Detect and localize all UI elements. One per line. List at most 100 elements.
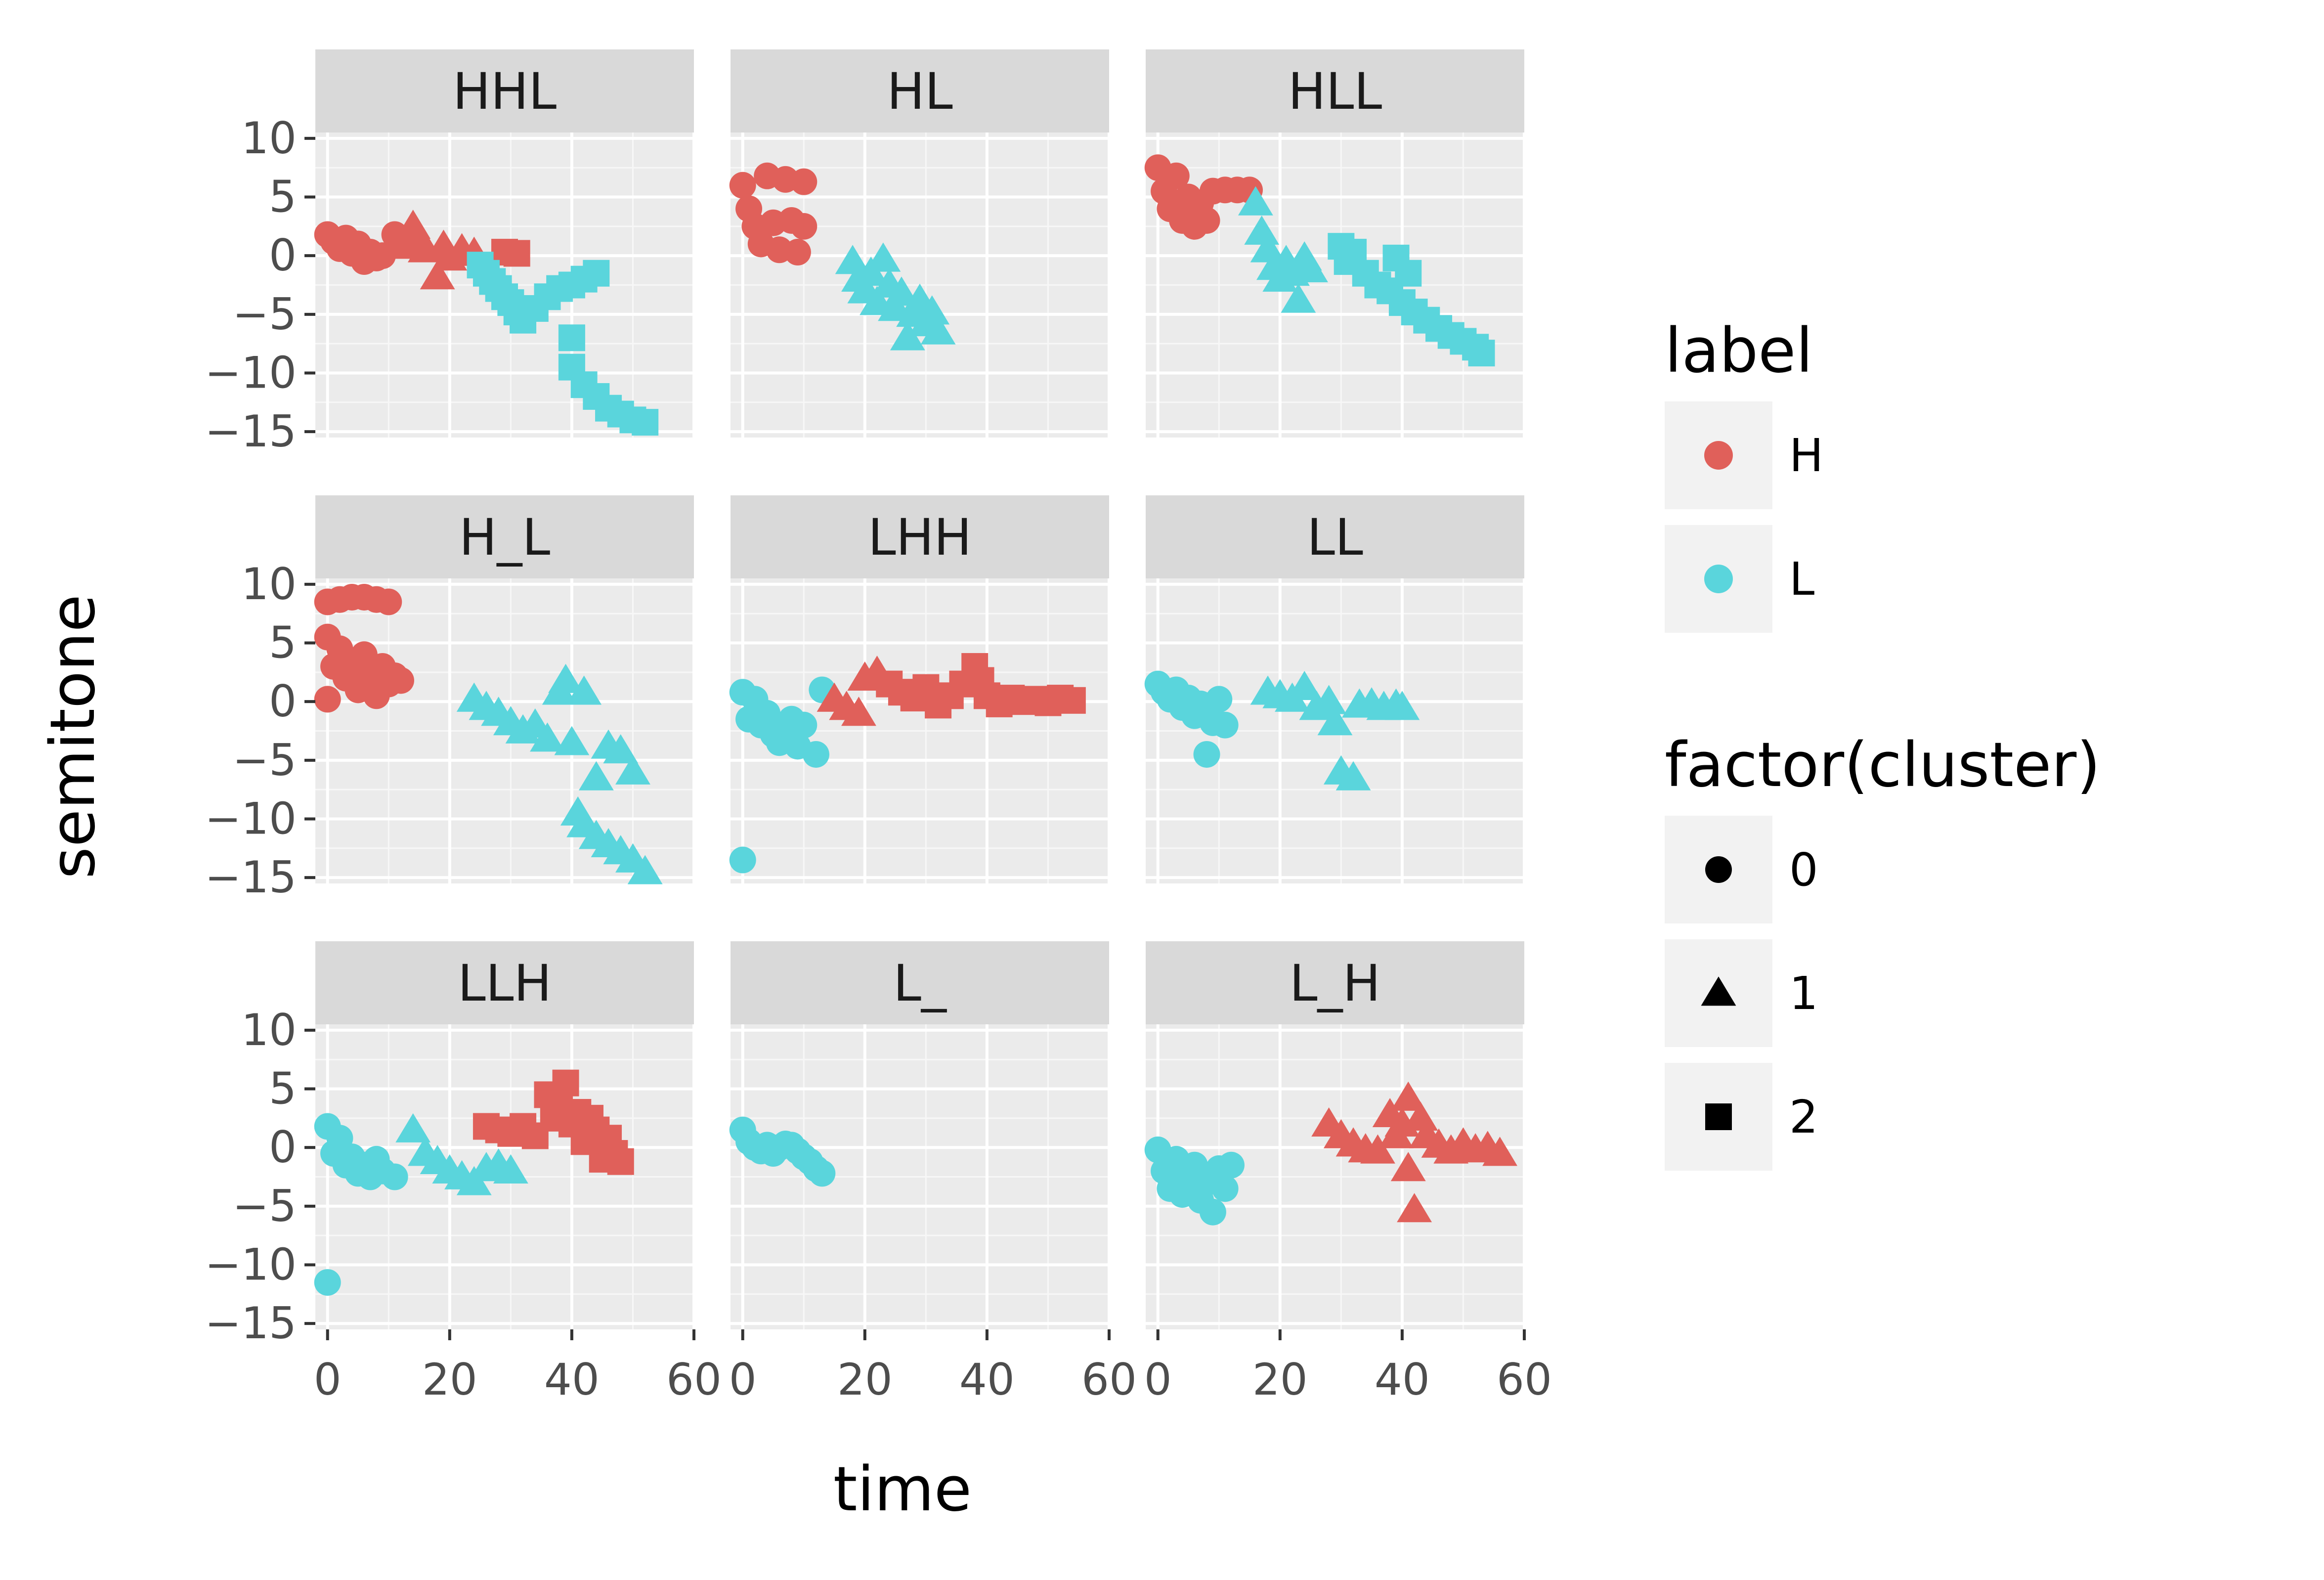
- y-tick-label: 5: [269, 1063, 297, 1114]
- data-point: [1162, 162, 1190, 189]
- data-point: [503, 240, 530, 267]
- data-point: [1360, 1134, 1395, 1164]
- facet-panel-llh: LLH: [314, 941, 695, 1329]
- data-point: [1217, 1151, 1245, 1179]
- facet-panel-hhl: HHL: [314, 49, 695, 438]
- data-point: [1193, 741, 1220, 768]
- x-tick-label: 60: [1081, 1354, 1137, 1405]
- data-point: [395, 1113, 431, 1142]
- data-point: [552, 1069, 579, 1097]
- legend-marker: [1704, 441, 1733, 470]
- facet-strip-label: HHL: [453, 62, 557, 121]
- legend-marker: [1705, 1103, 1732, 1130]
- legend-title: label: [1665, 315, 1813, 387]
- axes: 10 5 0 −5 −10 −15 10 5 0 −5 −10 −15 10 5 0 −5 −10 −15 0 20 4…: [205, 113, 1552, 1405]
- data-point: [1287, 670, 1322, 701]
- data-point: [729, 172, 756, 199]
- facet-strip-label: L_: [893, 954, 947, 1013]
- data-point: [375, 588, 402, 615]
- y-tick-label: −5: [232, 289, 297, 340]
- data-point: [729, 846, 756, 874]
- facet-panel-lhh: LHH: [729, 495, 1111, 883]
- data-point: [1403, 1101, 1438, 1131]
- y-tick-label: 0: [269, 676, 297, 727]
- y-tick-label: 0: [269, 1122, 297, 1173]
- data-point: [554, 726, 590, 755]
- facet-strip-label: HL: [887, 62, 953, 121]
- x-tick-label: 0: [729, 1354, 757, 1405]
- data-point: [790, 711, 818, 739]
- facet-strip: [315, 49, 694, 132]
- y-tick-label: −15: [205, 1298, 297, 1349]
- legend-label: 0: [1789, 843, 1818, 896]
- legend-label: 1: [1789, 967, 1818, 1020]
- y-tick-label: 5: [269, 617, 297, 668]
- facet-strip-label: H_L: [459, 508, 551, 567]
- facet-strip: [315, 495, 694, 578]
- x-tick-label: 20: [422, 1354, 477, 1405]
- data-point: [1335, 761, 1371, 790]
- data-point: [790, 213, 818, 240]
- facet-strip: [1146, 941, 1524, 1024]
- data-point: [615, 755, 650, 785]
- data-point: [784, 239, 811, 266]
- data-point: [387, 667, 414, 694]
- legend-label: L: [1789, 553, 1814, 606]
- x-tick-label: 0: [314, 1354, 342, 1405]
- data-point: [1199, 1198, 1226, 1226]
- y-tick-label: 10: [241, 1005, 297, 1055]
- y-tick-label: 0: [269, 230, 297, 281]
- data-point: [381, 1163, 408, 1190]
- facet-strip-label: LL: [1307, 508, 1363, 567]
- data-point: [578, 761, 614, 790]
- x-tick-label: 60: [1497, 1354, 1552, 1405]
- data-point: [603, 734, 639, 764]
- facet-strip: [731, 495, 1109, 578]
- data-point: [1311, 685, 1347, 714]
- facet-panel-hll: HLL: [1144, 49, 1526, 438]
- data-point: [920, 315, 956, 345]
- data-point: [1395, 260, 1422, 287]
- data-point: [1281, 283, 1316, 313]
- y-tick-label: 5: [269, 172, 297, 222]
- data-point: [1059, 687, 1086, 714]
- data-point: [1238, 186, 1273, 216]
- y-axis-title: semitone: [38, 594, 109, 879]
- data-point: [548, 663, 583, 693]
- x-axis-title: time: [833, 1454, 972, 1525]
- data-point: [369, 242, 396, 269]
- data-point: [884, 276, 919, 306]
- data-point: [754, 700, 781, 727]
- data-point: [1397, 1193, 1432, 1223]
- x-tick-label: 20: [1252, 1354, 1308, 1405]
- facet-strip-label: LHH: [868, 508, 972, 567]
- facet-strip-label: L_H: [1290, 954, 1381, 1013]
- facet-strip: [1146, 495, 1524, 578]
- y-tick-label: −5: [232, 735, 297, 786]
- legend-marker: [1704, 565, 1733, 593]
- facet-panel-l_: L_: [729, 941, 1111, 1329]
- data-point: [1244, 215, 1280, 245]
- data-point: [607, 1148, 634, 1175]
- x-tick-label: 20: [837, 1354, 893, 1405]
- y-tick-label: 10: [241, 559, 297, 610]
- data-point: [1468, 340, 1495, 367]
- facet-strip: [731, 49, 1109, 132]
- data-point: [583, 260, 610, 287]
- data-point: [841, 697, 876, 726]
- y-tick-label: −10: [205, 347, 297, 398]
- facet-strip: [1146, 49, 1524, 132]
- x-tick-label: 40: [959, 1354, 1015, 1405]
- data-point: [1205, 686, 1233, 713]
- x-tick-label: 40: [544, 1354, 600, 1405]
- data-point: [1211, 1175, 1239, 1202]
- data-point: [865, 242, 901, 272]
- facet-panel-hl: HL: [729, 49, 1111, 438]
- data-point: [530, 722, 565, 752]
- data-point: [1482, 1137, 1518, 1166]
- data-point: [914, 295, 950, 325]
- data-point: [558, 324, 585, 351]
- facet-panel-l_h: L_H: [1144, 941, 1526, 1329]
